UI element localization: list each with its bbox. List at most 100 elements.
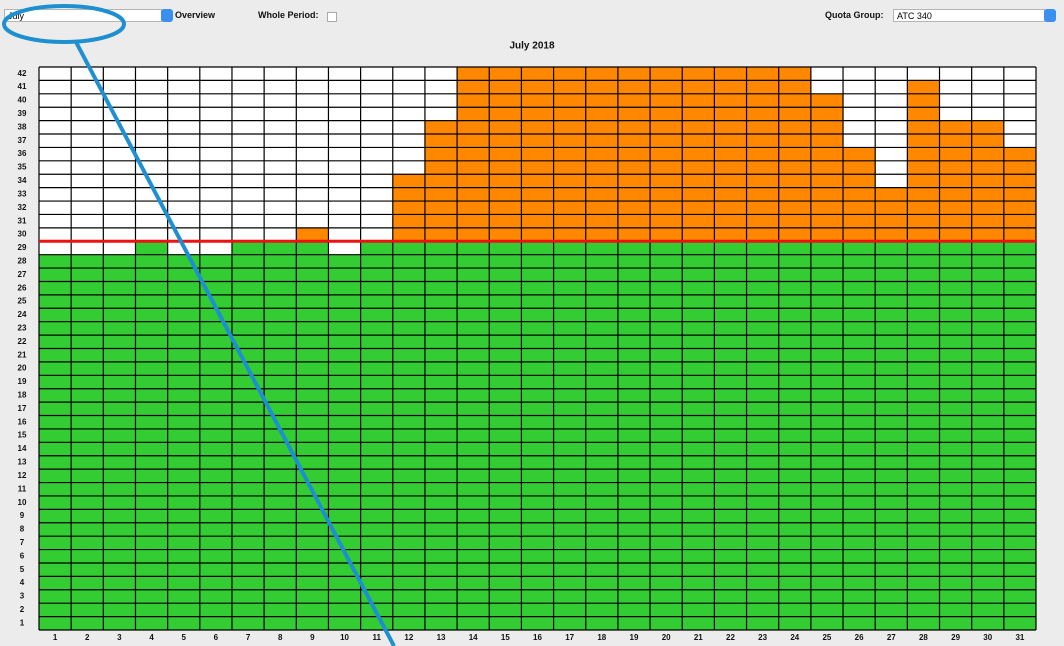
over-quota-bar — [1003, 147, 1036, 242]
within-quota-bar — [457, 241, 490, 630]
within-quota-bar — [810, 241, 844, 630]
x-tick-label: 19 — [630, 633, 639, 642]
within-quota-bar — [1003, 241, 1036, 630]
y-tick-label: 10 — [18, 498, 27, 507]
x-tick-label: 6 — [214, 633, 219, 642]
over-quota-bar — [296, 227, 329, 242]
y-tick-label: 31 — [18, 216, 27, 225]
overview-label[interactable]: Overview — [175, 10, 216, 20]
y-tick-label: 9 — [20, 511, 25, 520]
x-tick-label: 24 — [790, 633, 799, 642]
within-quota-bar — [553, 241, 586, 630]
y-tick-label: 40 — [18, 96, 27, 105]
y-tick-label: 28 — [18, 256, 27, 265]
within-quota-bar — [714, 241, 747, 630]
x-tick-label: 16 — [533, 633, 542, 642]
y-tick-label: 15 — [18, 431, 27, 440]
y-tick-label: 4 — [20, 578, 25, 587]
y-tick-label: 27 — [18, 270, 27, 279]
x-tick-label: 11 — [372, 633, 381, 642]
y-tick-label: 30 — [18, 230, 27, 239]
x-tick-label: 13 — [437, 633, 446, 642]
x-tick-label: 12 — [404, 633, 413, 642]
over-quota-bar — [457, 67, 490, 242]
y-tick-label: 3 — [20, 592, 25, 601]
y-tick-label: 39 — [18, 109, 27, 118]
whole-period-checkbox[interactable] — [327, 12, 337, 22]
over-quota-bar — [392, 174, 425, 242]
within-quota-bar — [489, 241, 522, 630]
x-tick-label: 29 — [951, 633, 960, 642]
x-tick-label: 28 — [919, 633, 928, 642]
within-quota-bar — [135, 241, 168, 630]
within-quota-bar — [875, 241, 908, 630]
whole-period-label: Whole Period: — [258, 10, 319, 20]
x-tick-label: 18 — [597, 633, 606, 642]
x-tick-label: 15 — [501, 633, 510, 642]
y-tick-label: 20 — [18, 364, 27, 373]
y-tick-label: 17 — [18, 404, 27, 413]
x-tick-label: 21 — [694, 633, 703, 642]
over-quota-bar — [843, 147, 876, 242]
within-quota-bar — [392, 241, 425, 630]
y-tick-label: 34 — [18, 176, 27, 185]
x-tick-label: 22 — [726, 633, 735, 642]
over-quota-bar — [489, 67, 522, 242]
y-tick-label: 18 — [18, 391, 27, 400]
x-tick-label: 31 — [1015, 633, 1024, 642]
chart-title: July 2018 — [509, 41, 554, 52]
over-quota-bar — [553, 67, 586, 242]
y-tick-label: 19 — [18, 377, 27, 386]
x-tick-label: 3 — [117, 633, 122, 642]
over-quota-bar — [714, 67, 747, 242]
y-tick-label: 24 — [18, 310, 27, 319]
over-quota-bar — [424, 120, 458, 242]
within-quota-bar — [650, 241, 683, 630]
x-tick-label: 17 — [565, 633, 574, 642]
y-tick-label: 7 — [20, 538, 25, 547]
x-tick-label: 10 — [340, 633, 349, 642]
y-tick-label: 41 — [18, 82, 27, 91]
x-tick-label: 7 — [246, 633, 251, 642]
y-tick-label: 6 — [20, 551, 25, 560]
within-quota-bar — [264, 241, 297, 630]
y-tick-label: 35 — [18, 163, 27, 172]
y-tick-label: 21 — [18, 350, 27, 359]
x-tick-label: 27 — [887, 633, 896, 642]
x-tick-label: 1 — [53, 633, 58, 642]
x-tick-label: 5 — [181, 633, 186, 642]
within-quota-bar — [360, 241, 393, 630]
within-quota-bar — [746, 241, 779, 630]
x-tick-label: 9 — [310, 633, 315, 642]
x-tick-label: 4 — [149, 633, 154, 642]
x-tick-label: 2 — [85, 633, 90, 642]
over-quota-bar — [521, 67, 554, 242]
within-quota-bar — [971, 241, 1004, 630]
x-tick-label: 20 — [662, 633, 671, 642]
y-tick-label: 16 — [18, 417, 27, 426]
over-quota-bar — [810, 93, 844, 242]
x-tick-label: 26 — [855, 633, 864, 642]
y-tick-label: 2 — [20, 605, 25, 614]
within-quota-bar — [424, 241, 458, 630]
y-tick-label: 38 — [18, 122, 27, 131]
within-quota-bar — [585, 241, 618, 630]
y-tick-label: 11 — [18, 484, 27, 493]
y-tick-label: 32 — [18, 203, 27, 212]
within-quota-bar — [682, 241, 715, 630]
y-tick-label: 36 — [18, 149, 27, 158]
y-tick-label: 26 — [18, 283, 27, 292]
over-quota-bar — [971, 120, 1004, 242]
over-quota-bar — [617, 67, 651, 242]
y-tick-label: 25 — [18, 297, 27, 306]
within-quota-bar — [617, 241, 651, 630]
y-tick-label: 5 — [20, 565, 25, 574]
month-dropdown-button[interactable] — [161, 9, 173, 22]
x-tick-label: 23 — [758, 633, 767, 642]
y-tick-label: 12 — [18, 471, 27, 480]
quota-group-dropdown-button[interactable] — [1044, 9, 1056, 22]
over-quota-bar — [778, 67, 811, 242]
y-tick-label: 42 — [18, 69, 27, 78]
